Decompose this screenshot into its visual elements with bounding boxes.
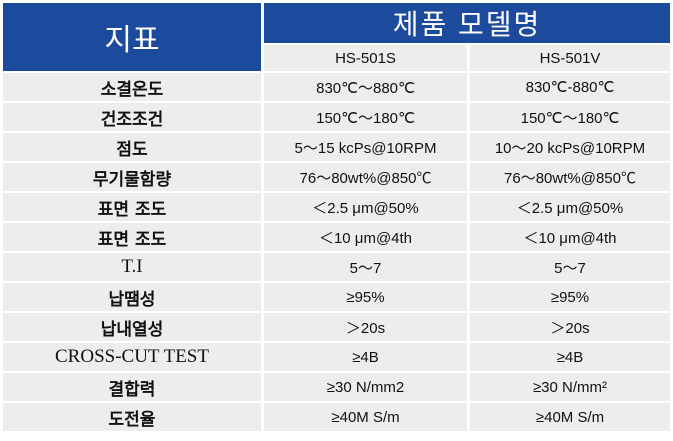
- value-hs-501s: 150℃～180℃: [264, 103, 467, 131]
- row-label: 표면 조도: [3, 193, 261, 221]
- table-row: 점도 5～15 kcPs@10RPM 10～20 kcPs@10RPM: [3, 133, 670, 161]
- product-model-header: 제품 모델명: [264, 3, 670, 43]
- row-label: 건조조건: [3, 103, 261, 131]
- table-row: 결합력 ≥30 N/mm2 ≥30 N/mm²: [3, 373, 670, 401]
- value-hs-501s: 5～15 kcPs@10RPM: [264, 133, 467, 161]
- value-hs-501v: 76～80wt%@850℃: [470, 163, 670, 191]
- row-label: 납내열성: [3, 313, 261, 341]
- value-hs-501v: 10～20 kcPs@10RPM: [470, 133, 670, 161]
- value-hs-501v: 5～7: [470, 253, 670, 281]
- value-hs-501s: ≥95%: [264, 283, 467, 311]
- table-row: 표면 조도 ＜2.5 μm@50% ＜2.5 μm@50%: [3, 193, 670, 221]
- value-hs-501v: ≥30 N/mm²: [470, 373, 670, 401]
- row-label: 무기물함량: [3, 163, 261, 191]
- value-hs-501s: ＜10 μm@4th: [264, 223, 467, 251]
- value-hs-501s: 76～80wt%@850℃: [264, 163, 467, 191]
- row-label: 납땜성: [3, 283, 261, 311]
- value-hs-501v: ＜10 μm@4th: [470, 223, 670, 251]
- model-header-2: HS-501V: [470, 45, 670, 71]
- indicator-header: 지표: [3, 3, 261, 71]
- table-row: CROSS-CUT TEST ≥4B ≥4B: [3, 343, 670, 371]
- value-hs-501v: ＜2.5 μm@50%: [470, 193, 670, 221]
- table-row: 납내열성 ＞20s ＞20s: [3, 313, 670, 341]
- table-row: 도전율 ≥40M S/m ≥40M S/m: [3, 403, 670, 431]
- row-label: 점도: [3, 133, 261, 161]
- value-hs-501v: ＞20s: [470, 313, 670, 341]
- value-hs-501s: 5～7: [264, 253, 467, 281]
- spec-table: 지표 제품 모델명 HS-501S HS-501V 소결온도 830℃～880℃…: [0, 1, 673, 433]
- row-label: 표면 조도: [3, 223, 261, 251]
- table-row: T.I 5～7 5～7: [3, 253, 670, 281]
- value-hs-501s: ≥4B: [264, 343, 467, 371]
- value-hs-501v: ≥95%: [470, 283, 670, 311]
- table-row: 건조조건 150℃～180℃ 150℃～180℃: [3, 103, 670, 131]
- value-hs-501v: ≥40M S/m: [470, 403, 670, 431]
- value-hs-501s: ≥30 N/mm2: [264, 373, 467, 401]
- table-row: 표면 조도 ＜10 μm@4th ＜10 μm@4th: [3, 223, 670, 251]
- row-label: T.I: [3, 253, 261, 281]
- table-row: 무기물함량 76～80wt%@850℃ 76～80wt%@850℃: [3, 163, 670, 191]
- row-label: 도전율: [3, 403, 261, 431]
- table-row: 소결온도 830℃～880℃ 830℃-880℃: [3, 73, 670, 101]
- value-hs-501s: 830℃～880℃: [264, 73, 467, 101]
- model-header-1: HS-501S: [264, 45, 467, 71]
- value-hs-501v: 830℃-880℃: [470, 73, 670, 101]
- row-label: 소결온도: [3, 73, 261, 101]
- table-row: 납땜성 ≥95% ≥95%: [3, 283, 670, 311]
- row-label: 결합력: [3, 373, 261, 401]
- value-hs-501v: ≥4B: [470, 343, 670, 371]
- value-hs-501v: 150℃～180℃: [470, 103, 670, 131]
- value-hs-501s: ＜2.5 μm@50%: [264, 193, 467, 221]
- row-label: CROSS-CUT TEST: [3, 343, 261, 371]
- value-hs-501s: ＞20s: [264, 313, 467, 341]
- value-hs-501s: ≥40M S/m: [264, 403, 467, 431]
